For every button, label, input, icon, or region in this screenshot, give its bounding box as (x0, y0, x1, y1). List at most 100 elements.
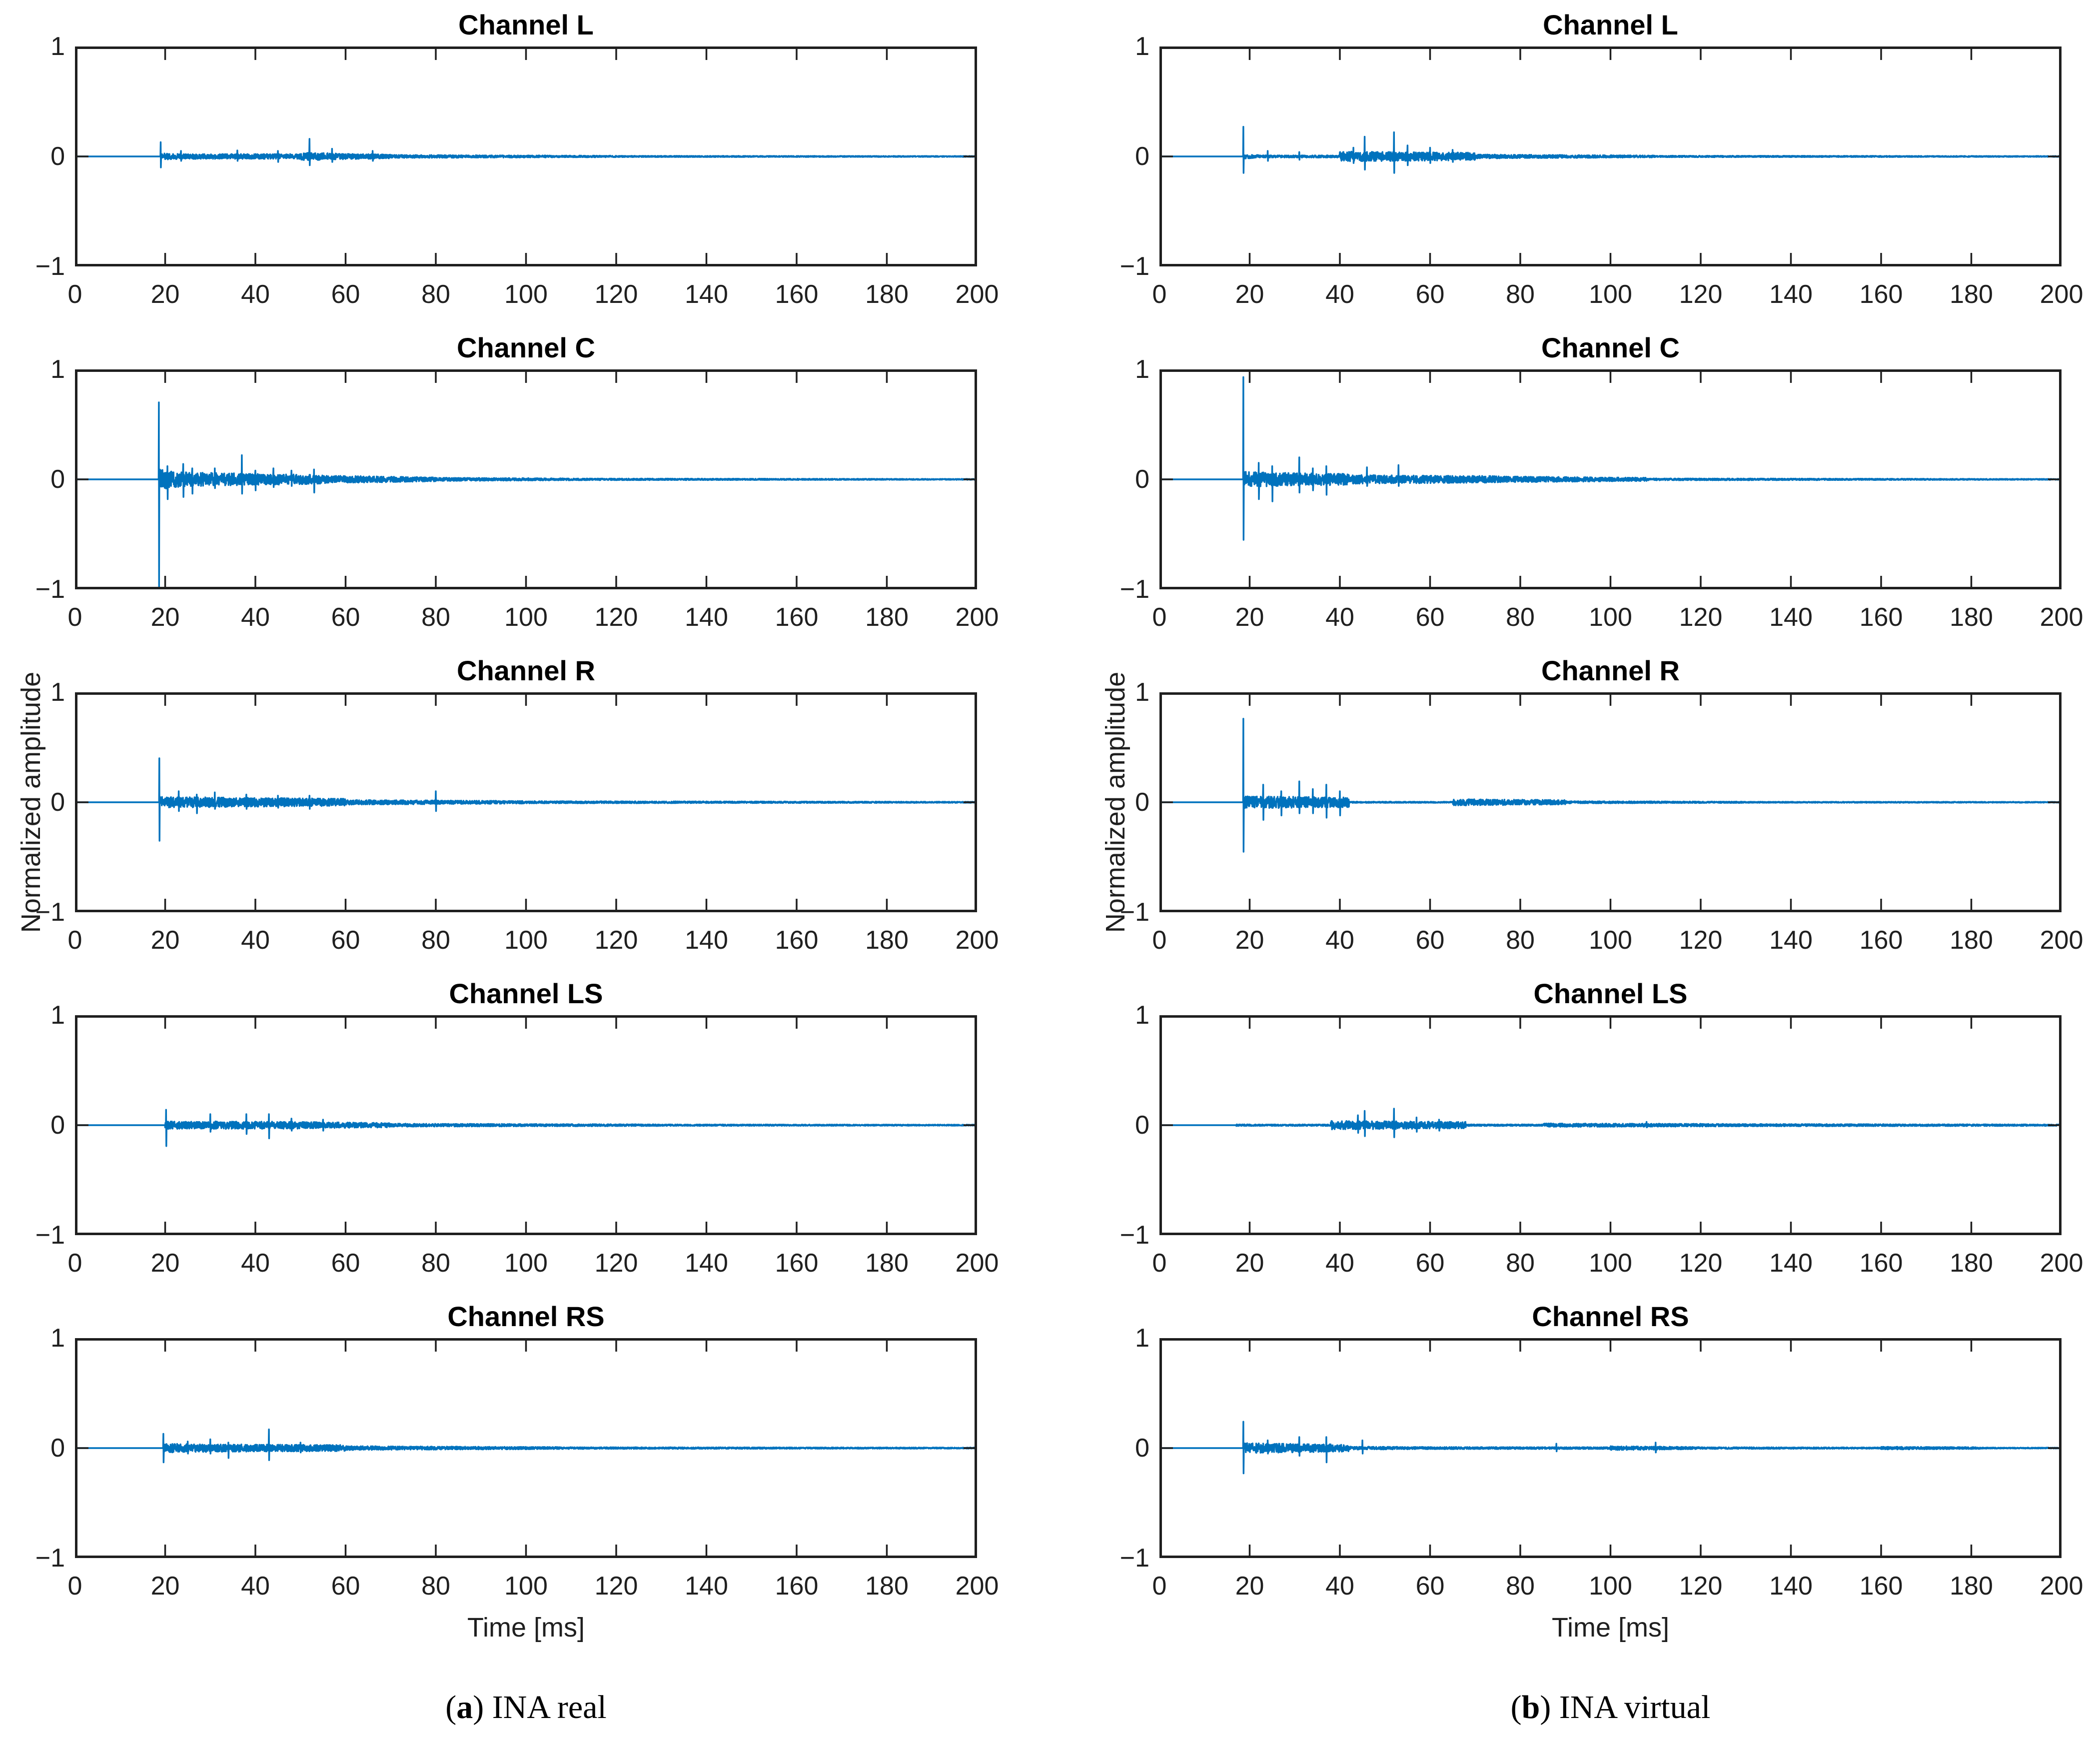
x-tick-label: 60 (1415, 1249, 1445, 1278)
x-tick-label: 140 (685, 1249, 728, 1278)
caption-open-paren: ( (1510, 1689, 1522, 1726)
x-tick-label: 20 (150, 280, 180, 309)
x-tick-label: 180 (1950, 1572, 1993, 1601)
x-tick-label: 40 (1325, 1249, 1354, 1278)
x-tick-label: 0 (67, 1249, 82, 1278)
caption-text: INA real (484, 1689, 607, 1726)
y-tick-label: −1 (35, 252, 65, 281)
x-tick-label: 140 (685, 280, 728, 309)
x-tick-label: 60 (1415, 280, 1445, 309)
y-tick-label: 0 (1135, 1111, 1149, 1140)
x-tick-label: 60 (331, 280, 360, 309)
x-tick-label: 180 (1950, 926, 1993, 955)
x-tick-label: 80 (421, 1572, 450, 1601)
x-tick-label: 180 (1950, 603, 1993, 632)
x-tick-label: 0 (1152, 1249, 1167, 1278)
x-tick-label: 40 (1325, 280, 1354, 309)
x-tick-label: 120 (1679, 1572, 1723, 1601)
x-tick-label: 160 (1859, 603, 1903, 632)
figure-caption-b: (b) INA virtual (1159, 1689, 2062, 1727)
y-tick-label: 0 (1135, 788, 1149, 817)
y-tick-label: −1 (35, 1544, 65, 1573)
y-tick-label: 1 (1135, 1001, 1149, 1030)
y-tick-label: 0 (50, 142, 65, 171)
caption-letter: a (456, 1689, 473, 1726)
x-tick-label: 160 (1859, 1249, 1903, 1278)
x-tick-label: 80 (1506, 280, 1535, 309)
x-tick-label: 80 (1506, 1572, 1535, 1601)
x-axis-label: Time [ms] (1552, 1613, 1669, 1643)
plot-title-a-L: Channel L (458, 9, 594, 40)
plot-box (75, 1338, 977, 1558)
x-tick-label: 60 (1415, 603, 1445, 632)
x-tick-label: 80 (421, 1249, 450, 1278)
x-tick-label: 160 (775, 1572, 819, 1601)
x-tick-label: 140 (685, 603, 728, 632)
y-tick-label: 0 (50, 1111, 65, 1140)
waveform-plot-a-C (75, 369, 977, 589)
x-tick-label: 80 (1506, 1249, 1535, 1278)
x-tick-label: 80 (421, 603, 450, 632)
waveform-line (1159, 718, 2062, 853)
x-tick-label: 40 (1325, 1572, 1354, 1601)
x-tick-label: 120 (1679, 926, 1723, 955)
x-tick-label: 20 (1235, 926, 1264, 955)
y-tick-label: −1 (1119, 252, 1149, 281)
y-tick-label: −1 (1119, 1221, 1149, 1250)
x-tick-label: 120 (594, 1572, 638, 1601)
x-tick-label: 200 (2040, 603, 2084, 632)
axis-ticks (1159, 46, 2062, 266)
x-tick-label: 20 (150, 603, 180, 632)
x-tick-label: 40 (241, 1572, 270, 1601)
x-tick-label: 20 (1235, 1249, 1264, 1278)
x-tick-label: 0 (1152, 1572, 1167, 1601)
y-axis-label: Normalized amplitude (1100, 671, 1130, 933)
waveform-plot-b-C (1159, 369, 2062, 589)
x-tick-label: 20 (150, 1572, 180, 1601)
plot-box (75, 46, 977, 266)
x-tick-label: 120 (594, 1249, 638, 1278)
y-tick-label: −1 (35, 898, 65, 927)
x-tick-label: 160 (1859, 926, 1903, 955)
y-tick-label: 1 (1135, 32, 1149, 61)
axis-ticks (1159, 692, 2062, 912)
x-tick-label: 120 (594, 603, 638, 632)
y-tick-label: 1 (1135, 355, 1149, 384)
x-tick-label: 40 (241, 280, 270, 309)
waveform-plot-a-L (75, 46, 977, 266)
x-tick-label: 100 (1589, 926, 1632, 955)
x-tick-label: 140 (1769, 1572, 1813, 1601)
waveform-line (1159, 125, 2062, 174)
x-tick-label: 40 (1325, 926, 1354, 955)
y-tick-label: 1 (1135, 678, 1149, 707)
x-tick-label: 20 (1235, 1572, 1264, 1601)
y-tick-label: 1 (1135, 1324, 1149, 1353)
x-tick-label: 40 (241, 926, 270, 955)
x-tick-label: 140 (1769, 280, 1813, 309)
x-tick-label: 20 (150, 926, 180, 955)
x-tick-label: 0 (67, 280, 82, 309)
plot-box (75, 692, 977, 912)
x-tick-label: 200 (955, 1249, 999, 1278)
waveform-line (75, 138, 977, 168)
caption-text: INA virtual (1551, 1689, 1711, 1726)
waveform-plot-b-RS (1159, 1338, 2062, 1558)
plot-title-a-LS: Channel LS (449, 978, 603, 1009)
x-tick-label: 140 (1769, 603, 1813, 632)
axis-ticks (75, 1015, 977, 1235)
waveform-line (1159, 1421, 2062, 1475)
plot-box (75, 1015, 977, 1235)
plot-box (75, 369, 977, 589)
waveform-plot-b-L (1159, 46, 2062, 266)
x-tick-label: 160 (775, 1249, 819, 1278)
x-tick-label: 140 (1769, 926, 1813, 955)
x-tick-label: 80 (421, 280, 450, 309)
plot-title-b-R: Channel R (1541, 655, 1680, 686)
x-tick-label: 200 (2040, 926, 2084, 955)
axis-ticks (75, 369, 977, 589)
x-tick-label: 60 (331, 1572, 360, 1601)
axis-ticks (75, 692, 977, 912)
x-tick-label: 80 (421, 926, 450, 955)
x-tick-label: 60 (331, 1249, 360, 1278)
plot-title-a-C: Channel C (457, 332, 595, 363)
